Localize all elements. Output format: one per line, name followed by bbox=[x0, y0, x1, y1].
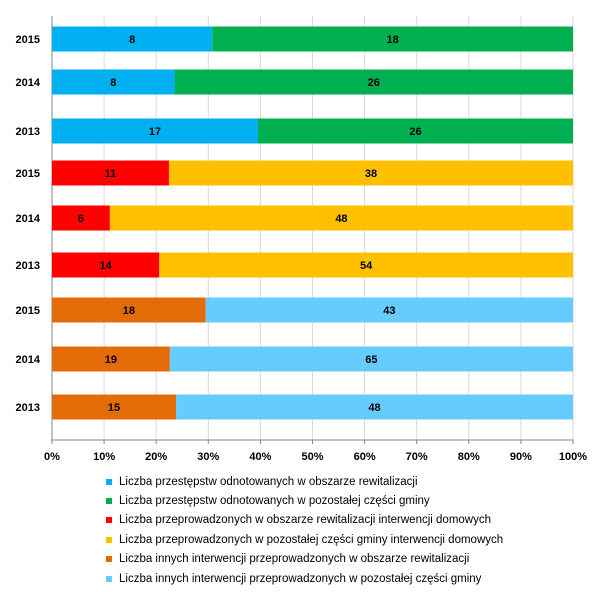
bar-segment bbox=[52, 205, 110, 231]
data-label: 38 bbox=[365, 168, 377, 180]
x-tick-label: 90% bbox=[510, 451, 532, 463]
x-tick-label: 30% bbox=[197, 451, 219, 463]
bar-segment bbox=[52, 394, 177, 420]
legend-label: Liczba przestępstw odnotowanych w obszar… bbox=[119, 475, 418, 488]
bar-segment bbox=[257, 118, 573, 144]
x-tick-label: 40% bbox=[249, 451, 271, 463]
legend-item: Liczba innych interwencji przeprowadzony… bbox=[106, 550, 586, 569]
bar-segment bbox=[52, 297, 206, 323]
legend-label: Liczba przeprowadzonych w pozostałej czę… bbox=[119, 533, 504, 546]
bar-segment bbox=[52, 26, 213, 52]
legend-swatch bbox=[106, 575, 112, 582]
bar-segment bbox=[52, 252, 160, 278]
legend-label: Liczba przeprowadzonych w obszarze rewit… bbox=[119, 514, 491, 527]
category-label: 2014 bbox=[16, 354, 41, 366]
data-label: 26 bbox=[368, 77, 380, 89]
legend-item: Liczba przeprowadzonych w obszarze rewit… bbox=[106, 511, 586, 530]
bar-segment bbox=[169, 346, 573, 372]
data-label: 18 bbox=[387, 34, 399, 46]
data-label: 6 bbox=[78, 213, 84, 225]
legend-label: Liczba innych interwencji przeprowadzony… bbox=[119, 572, 482, 585]
category-label: 2015 bbox=[16, 168, 40, 180]
bar-segment bbox=[109, 205, 573, 231]
data-label: 18 bbox=[123, 305, 135, 317]
data-label: 48 bbox=[368, 402, 380, 414]
category-label: 2014 bbox=[16, 77, 41, 89]
bar-segment bbox=[159, 252, 573, 278]
bar-segment bbox=[52, 160, 169, 186]
legend-swatch bbox=[106, 478, 112, 485]
data-labels: 8 18 8 26 17 26 11 38 6 48 14 54 18 43 19 65 15 48 bbox=[78, 34, 422, 414]
x-tick-label: 70% bbox=[406, 451, 428, 463]
x-tick-label: 100% bbox=[559, 451, 587, 463]
data-label: 17 bbox=[149, 126, 161, 138]
x-tick-label: 50% bbox=[301, 451, 323, 463]
category-labels: 2015 2014 2013 2015 2014 2013 2015 2014 2013 bbox=[16, 34, 41, 414]
legend-swatch bbox=[106, 517, 112, 524]
data-label: 15 bbox=[108, 402, 120, 414]
x-tick-label: 60% bbox=[354, 451, 376, 463]
x-tick-label: 10% bbox=[93, 451, 115, 463]
bar-segment bbox=[52, 69, 175, 95]
data-label: 11 bbox=[105, 168, 117, 180]
data-label: 26 bbox=[409, 126, 421, 138]
bar-segment bbox=[212, 26, 574, 52]
legend-swatch bbox=[106, 498, 112, 505]
x-tick-label: 0% bbox=[44, 451, 60, 463]
category-label: 2013 bbox=[16, 260, 40, 272]
data-label: 54 bbox=[360, 260, 373, 272]
data-label: 43 bbox=[383, 305, 395, 317]
data-label: 65 bbox=[365, 354, 377, 366]
data-label: 19 bbox=[105, 354, 117, 366]
bar-segment bbox=[52, 118, 258, 144]
category-label: 2015 bbox=[16, 305, 40, 317]
data-label: 8 bbox=[129, 34, 135, 46]
bar-segment bbox=[174, 69, 573, 95]
x-axis-tick-labels: 0% 10% 20% 30% 40% 50% 60% 70% 80% 90% 100% bbox=[44, 451, 587, 463]
bar-segment bbox=[176, 394, 574, 420]
legend-label: Liczba innych interwencji przeprowadzony… bbox=[119, 553, 470, 566]
category-label: 2013 bbox=[16, 402, 40, 414]
data-label: 48 bbox=[335, 213, 347, 225]
legend-label: Liczba przestępstw odnotowanych w pozost… bbox=[119, 495, 430, 508]
x-tick-label: 20% bbox=[145, 451, 167, 463]
legend-swatch bbox=[106, 536, 112, 543]
category-label: 2015 bbox=[16, 34, 40, 46]
bar-segment bbox=[52, 346, 170, 372]
legend-item: Liczba innych interwencji przeprowadzony… bbox=[106, 569, 586, 588]
data-label: 8 bbox=[110, 77, 116, 89]
x-tick-label: 80% bbox=[458, 451, 480, 463]
bar-segment bbox=[205, 297, 573, 323]
legend-item: Liczba przestępstw odnotowanych w pozost… bbox=[106, 491, 586, 510]
legend-item: Liczba przestępstw odnotowanych w obszar… bbox=[106, 472, 586, 491]
category-label: 2013 bbox=[16, 126, 40, 138]
data-label: 14 bbox=[100, 260, 113, 272]
category-label: 2014 bbox=[16, 213, 41, 225]
legend-item: Liczba przeprowadzonych w pozostałej czę… bbox=[106, 530, 586, 549]
bar-segment bbox=[168, 160, 574, 186]
legend: Liczba przestępstw odnotowanych w obszar… bbox=[106, 472, 586, 588]
legend-swatch bbox=[106, 556, 112, 563]
bars bbox=[52, 26, 574, 420]
